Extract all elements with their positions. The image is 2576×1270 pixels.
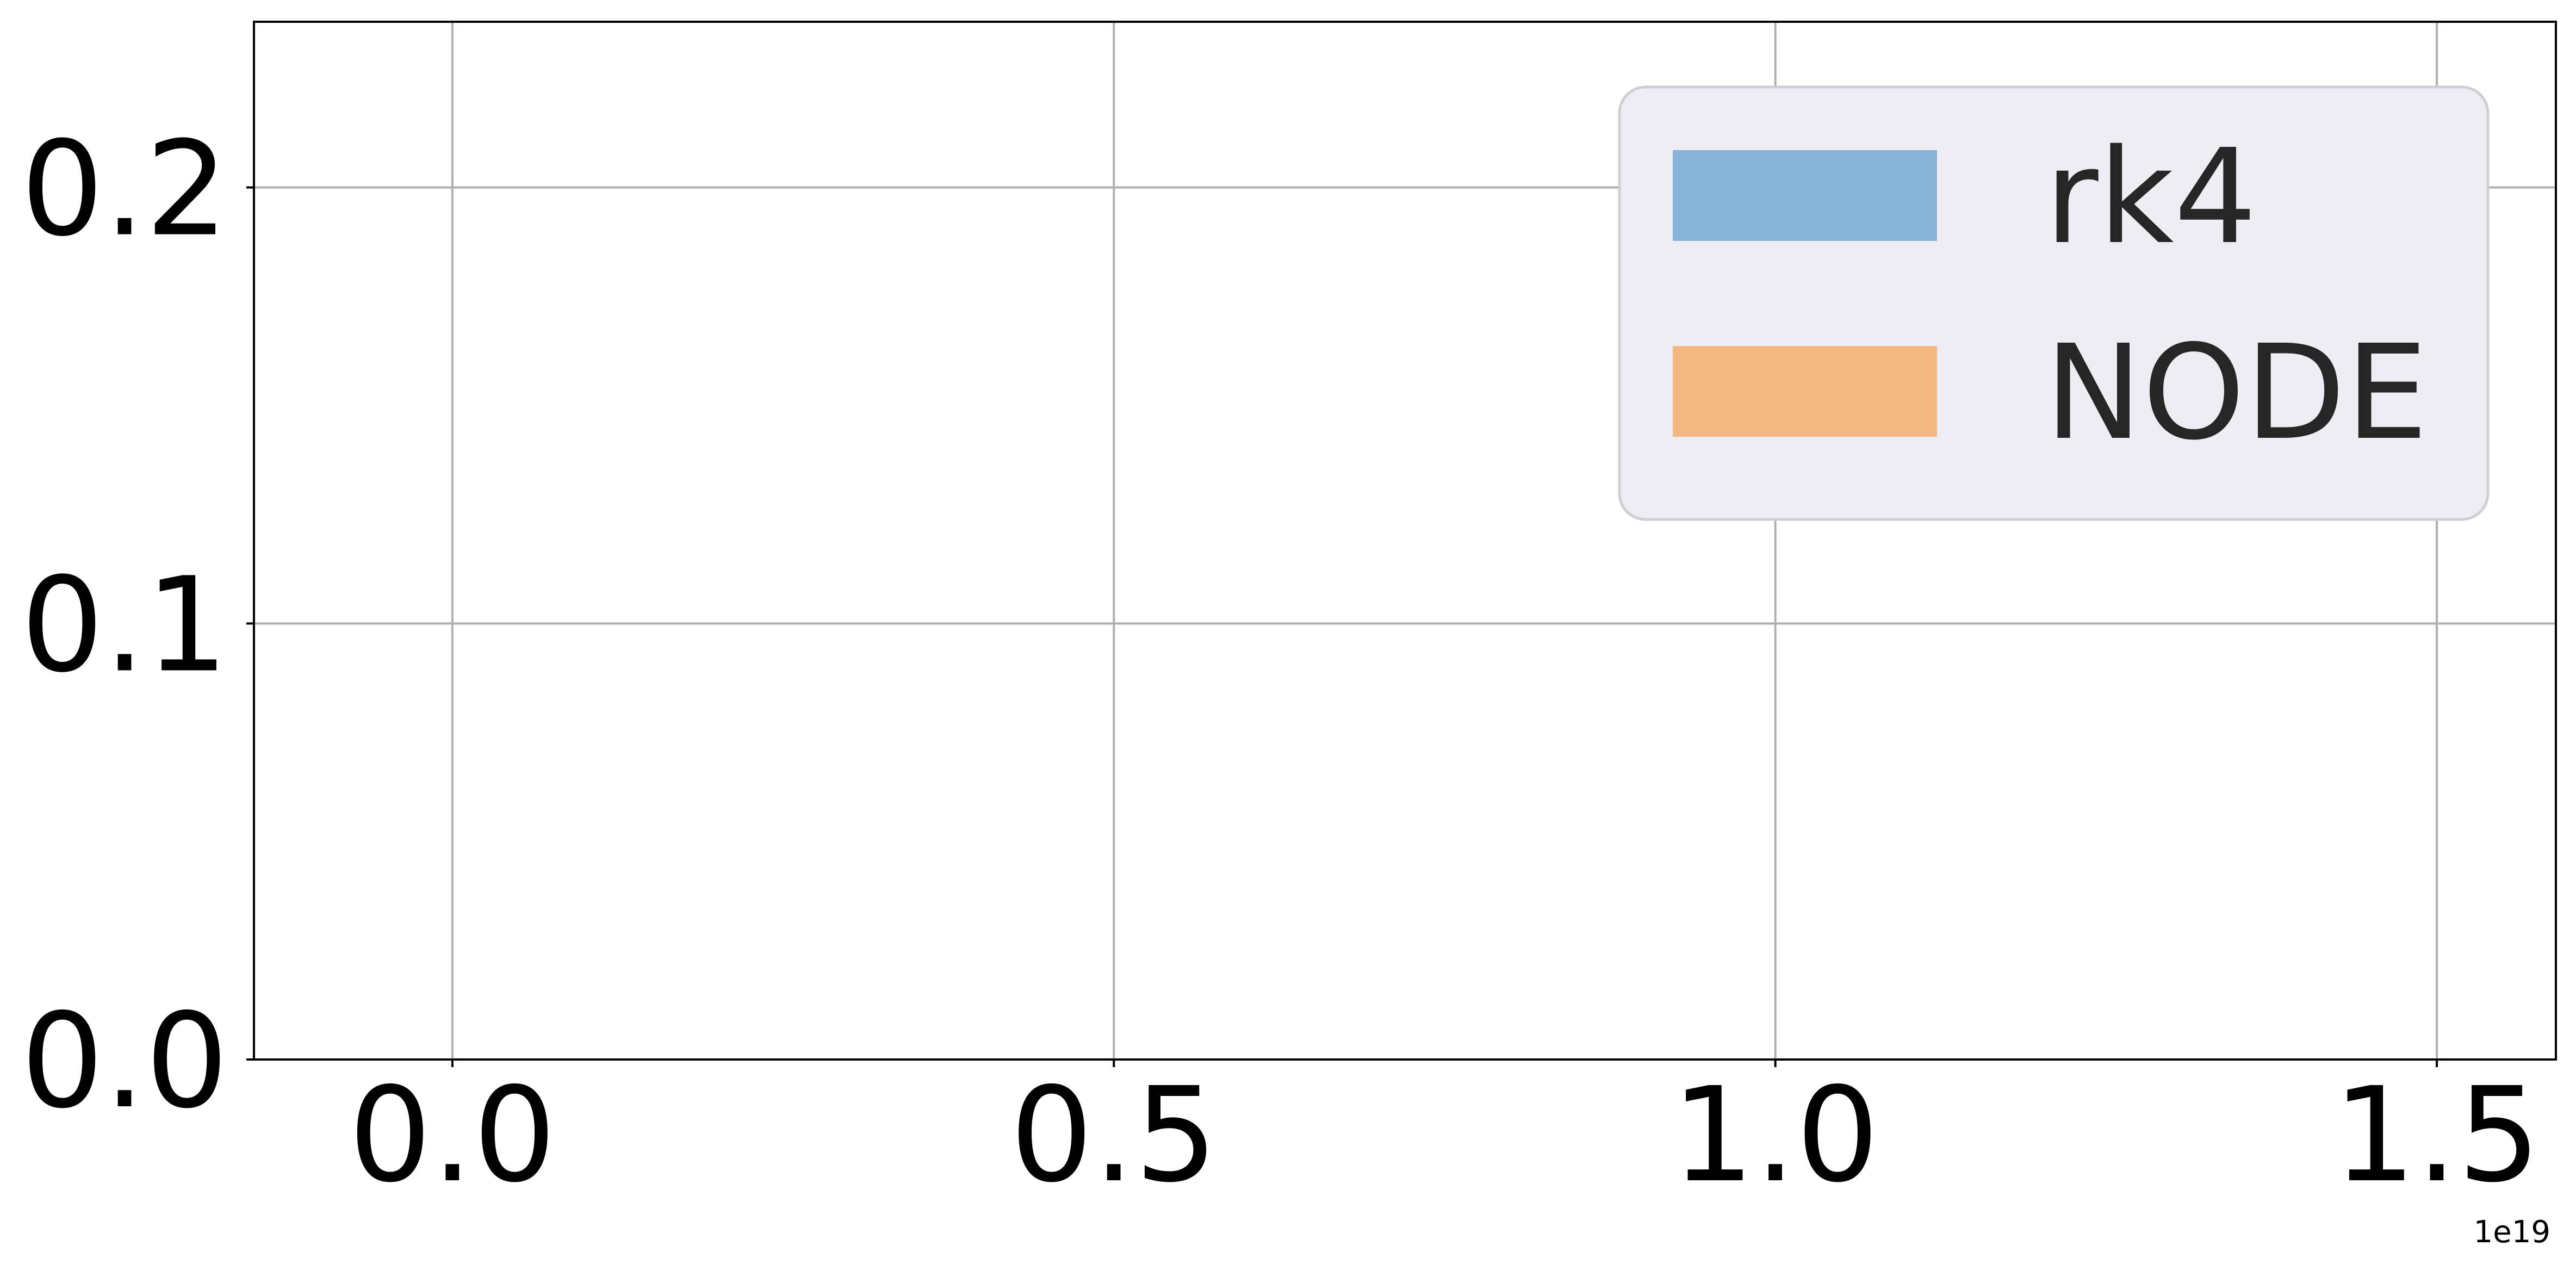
x-tick-label: 0.5	[1010, 1059, 1218, 1211]
legend-swatch-rk4	[1673, 150, 1937, 241]
legend-swatch-node	[1673, 346, 1937, 437]
x-tick-label: 1.0	[1672, 1059, 1879, 1211]
x-tick-label: 1.5	[2333, 1059, 2541, 1211]
y-tick-label: 0.0	[21, 985, 228, 1137]
x-tick-label: 0.0	[349, 1059, 556, 1211]
axes-frame	[253, 21, 2557, 1061]
ticks	[246, 186, 2438, 1067]
x-tick-labels: 0.0 0.5 1.0 1.5	[349, 1059, 2541, 1211]
legend-label-rk4: rk4	[2045, 121, 2257, 273]
y-tick-label: 0.2	[21, 113, 228, 265]
legend: rk4 NODE	[1618, 85, 2490, 521]
legend-label-node: NODE	[2045, 317, 2428, 469]
y-tick-label: 0.1	[21, 549, 228, 701]
y-tick-labels: 0.0 0.1 0.2	[21, 113, 228, 1137]
x-offset-label: 1e19	[2474, 1215, 2550, 1250]
